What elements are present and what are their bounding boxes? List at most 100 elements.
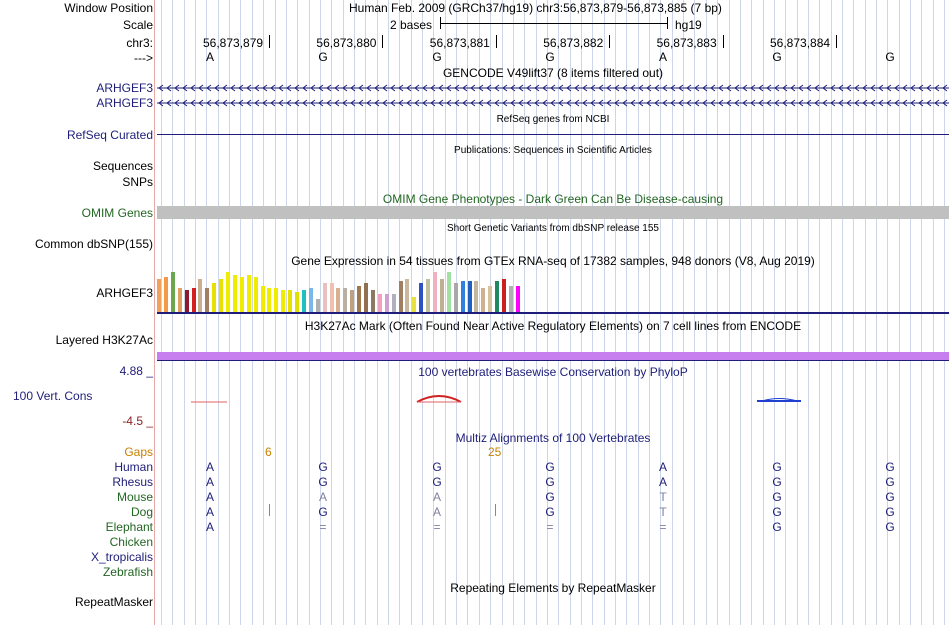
gtex-bar[interactable] [177,288,182,312]
gencode-transcript-2[interactable] [157,96,949,110]
publications-label[interactable]: Sequences [92,159,153,173]
gtex-bar[interactable] [467,281,472,312]
gtex-bar[interactable] [219,279,224,312]
publications-title[interactable]: Publications: Sequences in Scientific Ar… [454,145,652,156]
gtex-bar[interactable] [281,290,286,312]
phylop-label[interactable]: 100 Vert. Cons [13,389,93,403]
gtex-bar[interactable] [502,279,506,312]
gtex-bar[interactable] [391,294,396,312]
gtex-bar[interactable] [370,290,375,312]
gtex-bar[interactable] [439,279,444,312]
gtex-bar[interactable] [163,277,168,312]
h3k27ac-title[interactable]: H3K27Ac Mark (Often Found Near Active Re… [304,319,802,333]
gtex-title[interactable]: Gene Expression in 54 tissues from GTEx … [291,254,815,268]
gtex-bar[interactable] [198,279,203,312]
gaps-label[interactable]: Gaps [124,445,153,459]
gtex-bar[interactable] [246,275,251,312]
refseq-label[interactable]: RefSeq Curated [66,128,153,142]
gtex-bar[interactable] [157,279,161,312]
gap-count: 25 [488,445,502,459]
gtex-bar[interactable] [226,272,230,312]
gtex-bar[interactable] [350,290,355,312]
gencode-transcript-1[interactable] [157,81,949,95]
gtex-bar[interactable] [212,283,217,312]
strand-chevron [910,99,916,107]
gtex-bar[interactable] [232,275,237,312]
species-label[interactable]: Chicken [109,535,153,549]
species-label[interactable]: Elephant [105,520,153,534]
gtex-bar[interactable] [474,281,479,312]
strand-chevron [294,99,300,107]
species-label[interactable]: X_tropicalis [90,550,153,564]
omim-label[interactable]: OMIM Genes [81,206,153,220]
omim-feature[interactable] [157,206,949,219]
gtex-bar[interactable] [384,294,389,312]
gtex-bar[interactable] [495,281,500,312]
phylop-title[interactable]: 100 vertebrates Basewise Conservation by… [418,365,688,379]
gtex-bar[interactable] [295,292,299,312]
omim-title[interactable]: OMIM Gene Phenotypes - Dark Green Can Be… [382,192,724,206]
gtex-bar[interactable] [336,288,341,312]
gtex-label[interactable]: ARHGEF3 [96,286,153,300]
refseq-gene-line[interactable] [157,134,949,135]
gtex-bar[interactable] [274,288,279,312]
gtex-bar[interactable] [433,272,437,312]
strand-chevron [222,99,228,107]
gtex-bar[interactable] [239,277,244,312]
gtex-bar[interactable] [315,299,320,312]
gtex-bar[interactable] [488,286,493,312]
aligned-base: G [545,490,555,504]
gtex-bar[interactable] [419,283,424,312]
species-label[interactable]: Human [114,460,153,474]
dbsnp-title[interactable]: Short Genetic Variants from dbSNP releas… [447,223,659,234]
gtex-bar[interactable] [288,290,293,312]
gtex-bar[interactable] [301,290,306,312]
phylop-signal[interactable] [157,392,949,408]
multiz-title[interactable]: Multiz Alignments of 100 Vertebrates [455,431,651,445]
gtex-bar[interactable] [453,283,458,312]
gtex-bar[interactable] [481,288,486,312]
gtex-bar[interactable] [446,272,451,312]
gtex-bar[interactable] [260,286,265,312]
gtex-bar[interactable] [364,283,368,312]
strand-chevron [406,84,412,92]
gtex-bar[interactable] [515,286,520,312]
gtex-bar[interactable] [267,288,272,312]
scale-label: Scale [122,18,153,32]
gtex-bar[interactable] [426,279,431,312]
gencode-title[interactable]: GENCODE V49lift37 (8 items filtered out) [442,66,664,80]
gtex-bar[interactable] [205,288,210,312]
aligned-base: A [205,460,214,474]
repeatmasker-label[interactable]: RepeatMasker [74,595,153,609]
ruler-position: 56,873,884 [770,36,831,50]
gtex-bar[interactable] [398,281,403,312]
gtex-bar[interactable] [329,283,334,312]
repeatmasker-title[interactable]: Repeating Elements by RepeatMasker [450,581,656,595]
strand-chevron [310,99,316,107]
gtex-bar[interactable] [508,286,513,312]
species-label[interactable]: Mouse [116,490,153,504]
gtex-bar[interactable] [343,288,348,312]
gtex-bar[interactable] [322,283,327,312]
gtex-bar[interactable] [412,297,417,312]
gtex-bar[interactable] [405,279,410,312]
gencode-item-label[interactable]: ARHGEF3 [96,96,153,110]
h3k27ac-signal[interactable] [157,352,949,360]
dbsnp-label[interactable]: Common dbSNP(155) [34,237,153,251]
gtex-bar[interactable] [377,294,382,312]
gtex-bar[interactable] [184,290,189,312]
gencode-item-label[interactable]: ARHGEF3 [96,81,153,95]
species-label[interactable]: Dog [130,505,153,519]
gtex-bar[interactable] [170,272,175,312]
gtex-bar[interactable] [308,288,313,312]
species-label[interactable]: Rhesus [112,475,153,489]
gtex-bar[interactable] [253,277,258,312]
refseq-title[interactable]: RefSeq genes from NCBI [496,114,610,125]
species-label[interactable]: Zebrafish [102,565,153,579]
strand-chevron [854,99,860,107]
gtex-bar[interactable] [460,281,465,312]
gtex-bar[interactable] [191,288,196,312]
h3k27ac-label[interactable]: Layered H3K27Ac [55,333,153,347]
gtex-bar[interactable] [357,286,362,312]
snps-label[interactable]: SNPs [122,175,153,189]
